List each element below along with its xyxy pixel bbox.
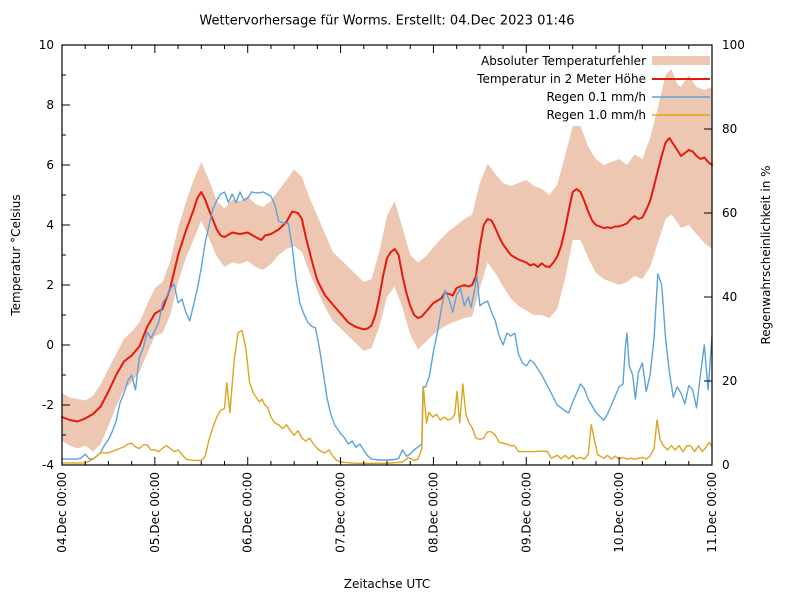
- legend-label: Absoluter Temperaturfehler: [481, 54, 646, 68]
- x-tick-label: 05.Dec 00:00: [148, 472, 162, 553]
- y-right-tick-label: 20: [722, 374, 737, 388]
- legend-label: Regen 1.0 mm/h: [546, 108, 646, 122]
- y-left-tick-label: 4: [46, 218, 54, 232]
- x-tick-label: 08.Dec 00:00: [426, 472, 440, 553]
- y-left-tick-label: 10: [39, 38, 54, 52]
- x-tick-label: 06.Dec 00:00: [241, 472, 255, 553]
- y-right-tick-label: 0: [722, 458, 730, 472]
- legend-label: Temperatur in 2 Meter Höhe: [476, 72, 646, 86]
- y-right-tick-label: 100: [722, 38, 745, 52]
- x-tick-label: 04.Dec 00:00: [55, 472, 69, 553]
- y-right-tick-label: 80: [722, 122, 737, 136]
- temperature-line: [61, 137, 713, 423]
- x-tick-label: 09.Dec 00:00: [519, 472, 533, 553]
- y-left-tick-label: 0: [46, 338, 54, 352]
- legend-band-sample: [652, 56, 710, 65]
- chart-title: Wettervorhersage für Worms. Erstellt: 04…: [199, 13, 575, 29]
- y-left-tick-label: 8: [46, 98, 54, 112]
- y-left-tick-label: -4: [42, 458, 54, 472]
- y-left-tick-label: 6: [46, 158, 54, 172]
- rain-01-line: [61, 191, 713, 461]
- x-tick-label: 10.Dec 00:00: [612, 472, 626, 553]
- y-right-tick-label: 40: [722, 290, 737, 304]
- x-tick-label: 07.Dec 00:00: [334, 472, 348, 553]
- x-tick-label: 11.Dec 00:00: [705, 472, 719, 553]
- legend-label: Regen 0.1 mm/h: [546, 90, 646, 104]
- y-left-tick-label: -2: [42, 398, 54, 412]
- y-right-tick-label: 60: [722, 206, 737, 220]
- y-left-tick-label: 2: [46, 278, 54, 292]
- x-axis-label-time: Zeitachse UTC: [343, 577, 431, 591]
- rain-10-line: [61, 329, 713, 464]
